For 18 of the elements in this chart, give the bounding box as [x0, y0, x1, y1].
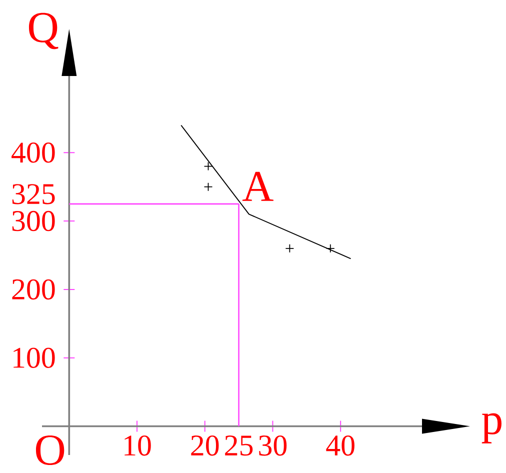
x-axis-title: p — [482, 413, 502, 444]
point — [285, 244, 294, 253]
annotation: O — [36, 435, 64, 466]
y-tick-label: 100 — [14, 348, 55, 368]
ref-line-label: 325 — [12, 184, 55, 204]
point — [204, 182, 213, 192]
x-tick-label: 10 — [124, 435, 151, 456]
point — [326, 244, 335, 253]
annotation: A — [242, 172, 274, 201]
y-tick-label: 300 — [12, 210, 55, 232]
x-tick-label: 40 — [326, 435, 354, 456]
y-tick-label: 400 — [12, 142, 55, 163]
y-axis-title: Q — [28, 12, 58, 50]
x-tick-label: 30 — [259, 435, 287, 456]
y-tick-label: 200 — [12, 279, 55, 300]
x-tick-label: 20 — [191, 435, 219, 456]
ref-line-label: 25 — [225, 435, 253, 456]
point — [204, 162, 213, 171]
